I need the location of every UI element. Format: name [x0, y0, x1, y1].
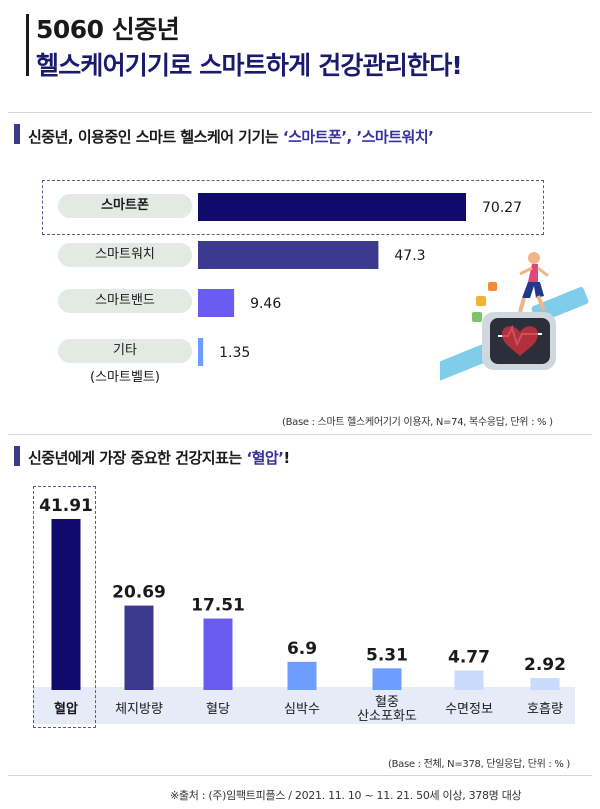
indicator-value-label-7: 2.92	[524, 655, 566, 675]
section2-base-note: (Base : 전체, N=378, 단일응답, 단위 : % )	[388, 759, 571, 770]
runner-shirt	[528, 264, 538, 282]
device-value-label-2: 47.3	[394, 248, 425, 264]
runner-head	[528, 252, 540, 264]
runner-legs	[518, 295, 546, 313]
device-label-smartband: 스마트밴드	[58, 289, 192, 313]
header-title-line1: 5060 신중년	[36, 15, 180, 44]
badge-green	[472, 312, 482, 322]
device-bar-2	[198, 241, 379, 269]
device-usage-bar-chart: 70.27 47.3 9.46 1.35	[198, 193, 522, 366]
indicator-value-label-6: 4.77	[448, 648, 490, 668]
highlight-box-blood-pressure	[33, 486, 96, 728]
indicator-value-label-4: 6.9	[287, 639, 317, 659]
device-value-label-4: 1.35	[219, 345, 250, 361]
indicator-category-label-3: 혈당	[206, 702, 230, 717]
indicator-category-label-5-line1: 혈중	[375, 695, 399, 710]
indicator-category-label-2: 체지방량	[115, 702, 163, 717]
section-divider-middle	[8, 434, 592, 435]
indicator-value-label-2: 20.69	[112, 583, 166, 603]
indicator-value-label-5: 5.31	[366, 645, 408, 665]
health-indicator-bar-chart: 41.91 혈압 20.69 체지방량 17.51 혈당 6.9 심박수 5.31 혈중산소포화도…	[39, 496, 566, 724]
device-value-label-3: 9.46	[250, 296, 281, 312]
badge-orange	[488, 282, 497, 291]
indicator-category-label-4: 심박수	[284, 702, 320, 717]
indicator-category-label-5-line2: 산소포화도	[357, 709, 417, 724]
highlight-box-smartphone	[42, 180, 544, 235]
source-footer: ※출처 : (주)임팩트피플스 / 2021. 11. 10 ~ 11. 21.…	[170, 789, 522, 802]
section2-title-text: 신중년에게 가장 중요한 건강지표는	[28, 449, 247, 467]
indicator-bar-7	[530, 678, 560, 690]
section2-title-highlight: ‘혈압’	[246, 449, 284, 467]
device-sublabel-other: (스마트벨트)	[90, 370, 160, 385]
device-label-smartphone: 스마트폰	[58, 194, 192, 218]
section2-marker	[14, 446, 20, 466]
indicator-bar-1	[51, 519, 81, 690]
indicator-category-label-7: 호흡량	[527, 702, 563, 717]
device-label-smartwatch: 스마트워치	[58, 243, 192, 267]
indicator-bar-2	[124, 605, 154, 690]
runner-shorts	[522, 282, 544, 298]
indicator-value-label-3: 17.51	[191, 596, 245, 616]
heart-icon	[501, 326, 539, 356]
indicator-value-label-1: 41.91	[39, 496, 93, 516]
category-baseline-band	[33, 687, 575, 724]
runner-arms	[519, 266, 549, 278]
section2-title: 신중년에게 가장 중요한 건강지표는 ‘혈압’!	[28, 447, 290, 468]
header-accent-bar	[26, 14, 29, 76]
indicator-category-label-6: 수면정보	[445, 702, 493, 717]
section2-title-suffix: !	[283, 449, 290, 467]
indicator-bar-3	[203, 618, 233, 690]
indicator-category-label-1: 혈압	[54, 701, 78, 717]
section-divider-bottom	[8, 775, 592, 776]
section1-title-text: 신중년, 이용중인 스마트 헬스케어 기기는	[28, 128, 283, 146]
indicator-bar-4	[287, 661, 317, 690]
badge-yellow	[476, 296, 486, 306]
device-label-other: 기타	[58, 339, 192, 363]
indicator-bar-5	[372, 668, 402, 690]
section1-title-highlight: ‘스마트폰’, ’스마트워치’	[282, 128, 434, 146]
device-value-label-1: 70.27	[482, 200, 522, 216]
device-bar-3	[198, 289, 235, 317]
section1-marker	[14, 124, 20, 144]
section1-title: 신중년, 이용중인 스마트 헬스케어 기기는 ‘스마트폰’, ’스마트워치’	[28, 126, 434, 147]
device-bar-1	[198, 193, 466, 221]
device-bar-4	[198, 338, 204, 366]
section-divider-top	[8, 112, 592, 113]
header-title-line2: 헬스케어기기로 스마트하게 건강관리한다!	[36, 51, 463, 80]
indicator-bar-6	[454, 670, 484, 690]
section1-base-note: (Base : 스마트 헬스케어기기 이용자, N=74, 복수응답, 단위 :…	[282, 417, 553, 428]
smartwatch-fitness-illustration	[431, 250, 590, 390]
